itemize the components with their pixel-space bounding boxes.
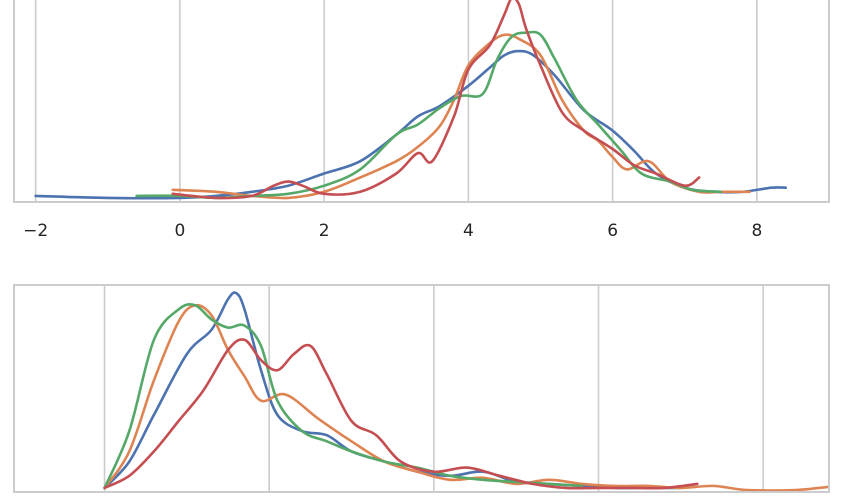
series-line-1	[34, 49, 787, 200]
x-tick-label: 4	[463, 221, 474, 241]
kde-panel-top: −2 0 2 4 6 8	[13, 0, 830, 241]
x-tick-label: 0	[174, 221, 185, 241]
series-line-1	[103, 291, 683, 490]
axes-frame	[13, 284, 830, 493]
x-tick-label: 2	[319, 221, 330, 241]
series-line-3	[135, 30, 723, 200]
kde-panel-bottom	[13, 284, 830, 493]
series-line-4	[171, 0, 701, 200]
series-line-2	[171, 33, 751, 200]
x-tick-label: −2	[23, 221, 48, 241]
x-tick-label: 8	[751, 221, 762, 241]
series-line-4	[103, 338, 699, 490]
series-line-3	[103, 303, 584, 490]
x-tick-label: 6	[607, 221, 618, 241]
axes-frame	[13, 0, 830, 203]
series-line-2	[103, 303, 829, 492]
